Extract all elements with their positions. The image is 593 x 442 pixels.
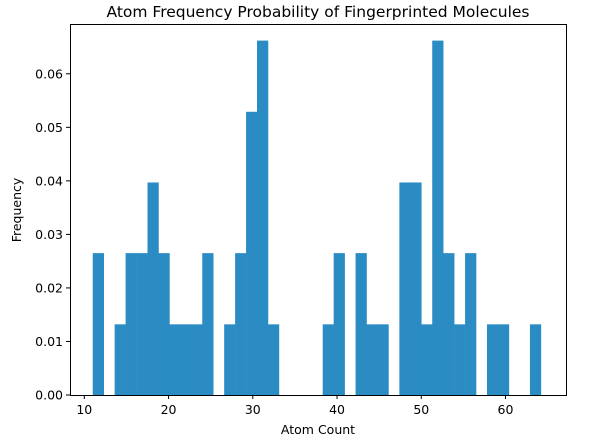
histogram-bar (224, 324, 236, 395)
histogram-bar (191, 324, 203, 395)
chart-title: Atom Frequency Probability of Fingerprin… (107, 3, 530, 21)
histogram-bar (366, 324, 378, 395)
y-tick-label: 0.05 (35, 120, 63, 135)
y-tick-label: 0.06 (35, 66, 63, 81)
y-tick-label: 0.04 (35, 173, 63, 188)
y-axis-label: Frequency (9, 177, 24, 242)
bars-group (92, 40, 542, 396)
histogram-bar (454, 324, 466, 395)
y-tick-label: 0.03 (35, 227, 63, 242)
histogram-bar (465, 253, 477, 395)
y-tick-label: 0.01 (35, 334, 63, 349)
histogram-bar (486, 324, 499, 395)
histogram-bar (180, 324, 192, 395)
histogram-bar (529, 324, 542, 395)
x-tick-label: 30 (245, 402, 261, 417)
histogram-bar (235, 253, 247, 395)
histogram-bar (322, 324, 334, 395)
histogram-bar (421, 324, 433, 395)
histogram-bar (257, 40, 269, 396)
x-tick-label: 10 (76, 402, 92, 417)
histogram-bar (377, 324, 389, 395)
y-tick-label: 0.02 (35, 280, 63, 295)
histogram-bar (410, 182, 422, 395)
histogram-bar (267, 324, 280, 395)
histogram-bar (432, 40, 444, 396)
histogram-bar (443, 253, 455, 395)
histogram-bar (114, 324, 126, 395)
histogram-bar (92, 253, 104, 395)
histogram-bar (399, 182, 411, 395)
histogram-bar (246, 111, 258, 396)
histogram-bar (333, 253, 345, 395)
histogram-bar (158, 253, 170, 395)
histogram-bar (355, 253, 367, 395)
y-axis-ticks: 0.00 0.01 0.02 0.03 0.04 0.05 0.06 (35, 66, 70, 403)
histogram-bar (169, 324, 181, 395)
histogram-bar (147, 182, 159, 395)
x-tick-label: 20 (161, 402, 177, 417)
histogram-bar (136, 253, 148, 395)
histogram-bar (497, 324, 510, 395)
x-axis-ticks: 10 20 30 40 50 60 (76, 395, 514, 417)
x-axis-label: Atom Count (281, 422, 355, 437)
histogram-bar (202, 253, 214, 395)
x-tick-label: 50 (413, 402, 429, 417)
x-tick-label: 60 (498, 402, 514, 417)
x-tick-label: 40 (329, 402, 345, 417)
y-tick-label: 0.00 (35, 388, 63, 403)
plot-frame (70, 24, 567, 396)
histogram-bar (125, 253, 137, 395)
